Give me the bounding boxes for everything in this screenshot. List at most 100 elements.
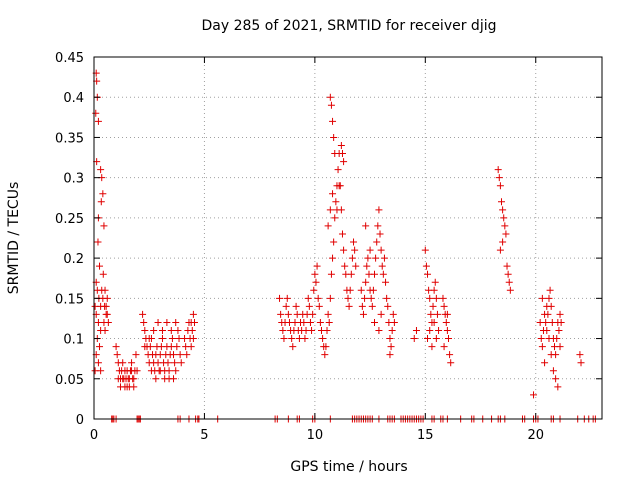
y-tick-label: 0.25: [55, 212, 84, 227]
data-point: [305, 302, 313, 310]
data-point: [324, 222, 332, 230]
data-point: [97, 367, 105, 375]
data-point: [341, 262, 349, 270]
data-point: [378, 262, 386, 270]
data-point: [156, 367, 164, 375]
data-point: [99, 190, 107, 198]
x-tick-label: 15: [417, 428, 434, 443]
data-point: [577, 359, 585, 367]
data-point: [316, 318, 324, 326]
data-point: [546, 286, 554, 294]
data-point: [333, 206, 341, 214]
data-point: [367, 294, 375, 302]
data-point: [141, 343, 149, 351]
data-point: [498, 198, 506, 206]
data-point: [91, 302, 99, 310]
data-point: [121, 367, 129, 375]
data-point: [556, 343, 564, 351]
data-point: [158, 327, 166, 335]
data-point: [325, 318, 333, 326]
data-point: [340, 246, 348, 254]
data-point: [329, 254, 337, 262]
data-point: [98, 286, 106, 294]
data-point: [288, 335, 296, 343]
data-point: [174, 327, 182, 335]
data-point: [576, 351, 584, 359]
data-point: [547, 302, 555, 310]
chart-title: Day 285 of 2021, SRMTID for receiver dji…: [202, 18, 497, 34]
data-point: [544, 310, 552, 318]
data-point: [152, 375, 160, 383]
data-point: [383, 294, 391, 302]
data-point: [292, 302, 300, 310]
data-point: [377, 246, 385, 254]
data-point: [277, 310, 285, 318]
data-point: [442, 318, 450, 326]
data-point: [410, 335, 418, 343]
data-point: [92, 109, 100, 117]
data-point: [331, 214, 339, 222]
data-point: [140, 318, 148, 326]
data-point: [552, 375, 560, 383]
data-point: [424, 270, 432, 278]
data-point: [382, 278, 390, 286]
data-point: [431, 278, 439, 286]
data-point: [335, 182, 343, 190]
data-point: [173, 343, 181, 351]
data-point: [170, 351, 178, 359]
data-point: [538, 294, 546, 302]
data-point: [443, 327, 451, 335]
data-point: [338, 150, 346, 158]
data-point: [504, 270, 512, 278]
data-point: [99, 270, 107, 278]
data-point: [112, 343, 120, 351]
data-point: [541, 359, 549, 367]
data-point: [557, 318, 565, 326]
y-tick-label: 0.05: [55, 373, 84, 388]
data-point: [130, 375, 138, 383]
data-point: [312, 278, 320, 286]
data-point: [386, 335, 394, 343]
data-point: [362, 278, 370, 286]
y-tick-label: 0.35: [55, 131, 84, 146]
data-point: [447, 359, 455, 367]
data-point: [330, 238, 338, 246]
data-point: [387, 343, 395, 351]
data-point: [375, 327, 383, 335]
data-point: [94, 238, 102, 246]
data-point: [103, 294, 111, 302]
data-point: [554, 383, 562, 391]
y-tick-label: 0.3: [63, 172, 84, 187]
data-point: [386, 351, 394, 359]
data-point: [327, 101, 335, 109]
data-point: [154, 318, 162, 326]
data-point: [104, 318, 112, 326]
data-point: [500, 214, 508, 222]
data-point: [322, 343, 330, 351]
data-point: [338, 230, 346, 238]
data-point: [547, 351, 555, 359]
data-point: [284, 310, 292, 318]
data-point: [189, 310, 197, 318]
data-point: [139, 310, 147, 318]
data-point: [376, 230, 384, 238]
data-point: [177, 359, 185, 367]
data-point: [348, 254, 356, 262]
y-tick-label: 0: [76, 413, 84, 428]
data-point: [380, 254, 388, 262]
data-point: [100, 222, 108, 230]
data-point: [147, 367, 155, 375]
data-point: [359, 310, 367, 318]
data-point: [168, 335, 176, 343]
data-point: [429, 302, 437, 310]
data-point: [432, 335, 440, 343]
data-point: [368, 302, 376, 310]
data-point: [176, 351, 184, 359]
data-point: [337, 141, 345, 149]
data-point: [350, 238, 358, 246]
data-point: [366, 246, 374, 254]
y-axis-label: SRMTID / TECUs: [6, 182, 22, 295]
data-point: [128, 359, 136, 367]
data-point: [494, 166, 502, 174]
data-point: [119, 375, 127, 383]
